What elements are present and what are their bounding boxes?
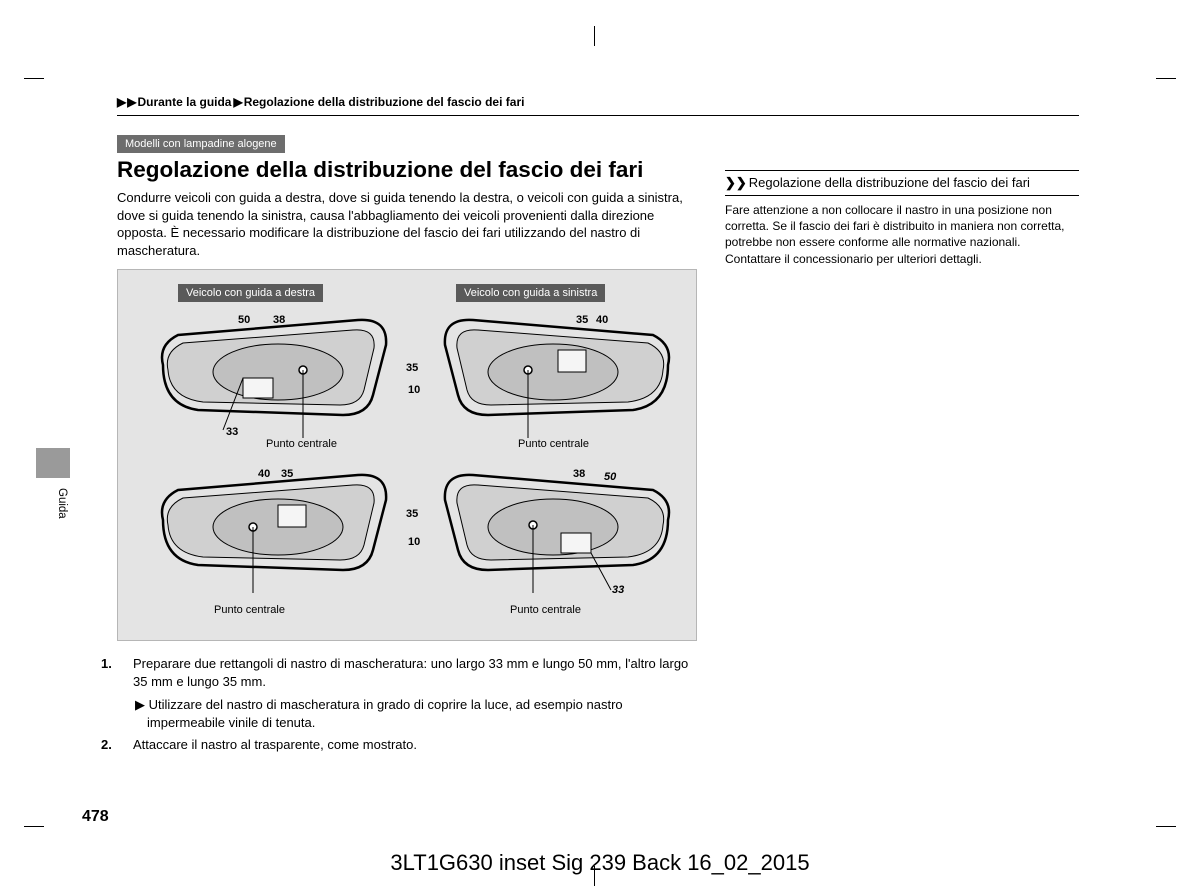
diagram-label-left-drive: Veicolo con guida a sinistra [456,284,605,302]
step-1-num: 1. [117,655,133,673]
breadcrumb-seg1: Durante la guida [137,95,231,109]
center-label-tl: Punto centrale [266,438,337,450]
breadcrumb-arrow-icon: ▶ [233,95,242,109]
breadcrumb-arrow-icon: ▶ [127,95,136,109]
dim-tr-d: 10 [408,384,420,396]
instruction-list: 1.Preparare due rettangoli di nastro di … [117,655,697,754]
side-note-title: Regolazione della distribuzione del fasc… [749,175,1030,190]
dim-br-b: 50 [604,471,616,483]
chevron-icon: ❯❯ [725,175,747,190]
dim-bl-c: 35 [406,508,418,520]
print-footer: 3LT1G630 inset Sig 239 Back 16_02_2015 [0,850,1200,876]
dim-bl-b: 35 [281,468,293,480]
headlight-shape-tl [148,310,398,440]
step-1-sub: ▶ Utilizzare del nastro di mascheratura … [117,696,697,732]
dim-tr-a: 35 [576,314,588,326]
side-tab [36,448,70,478]
breadcrumb: ▶▶Durante la guida▶Regolazione della dis… [117,95,1079,116]
headlight-shape-br [433,465,683,595]
breadcrumb-seg2: Regolazione della distribuzione del fasc… [244,95,525,109]
dim-tr-b: 40 [596,314,608,326]
headlight-shape-tr [433,310,683,440]
triangle-bullet-icon: ▶ [135,697,145,712]
diagram-label-right-drive: Veicolo con guida a destra [178,284,323,302]
model-badge: Modelli con lampadine alogene [117,135,285,153]
side-note-header: ❯❯Regolazione della distribuzione del fa… [725,170,1079,196]
dim-tr-c: 35 [406,362,418,374]
dim-tl-a: 50 [238,314,250,326]
dim-br-d: 33 [612,584,624,596]
side-column: ❯❯Regolazione della distribuzione del fa… [725,134,1079,758]
center-label-br: Punto centrale [510,604,581,616]
headlight-diagram: Veicolo con guida a destra Veicolo con g… [117,269,697,641]
dim-br-c: 10 [408,536,420,548]
dim-tl-b: 38 [273,314,285,326]
page-title: Regolazione della distribuzione del fasc… [117,157,697,183]
dim-bl-a: 40 [258,468,270,480]
step-2-num: 2. [117,736,133,754]
step-1-sub-text: Utilizzare del nastro di mascheratura in… [147,697,623,730]
step-2-text: Attaccare il nastro al trasparente, come… [133,737,417,752]
breadcrumb-arrow-icon: ▶ [117,95,126,109]
step-1: 1.Preparare due rettangoli di nastro di … [117,655,697,691]
intro-paragraph: Condurre veicoli con guida a destra, dov… [117,189,697,259]
headlight-shape-bl [148,465,398,595]
main-column: Modelli con lampadine alogene Regolazion… [117,134,697,758]
center-label-tr: Punto centrale [518,438,589,450]
dim-tl-c: 33 [226,426,238,438]
center-label-bl: Punto centrale [214,604,285,616]
page-content: ▶▶Durante la guida▶Regolazione della dis… [117,95,1079,758]
page-number: 478 [82,808,109,826]
side-tab-label: Guida [56,488,68,519]
side-note-body: Fare attenzione a non collocare il nastr… [725,196,1079,267]
step-2: 2.Attaccare il nastro al trasparente, co… [117,736,697,754]
dim-br-a: 38 [573,468,585,480]
step-1-text: Preparare due rettangoli di nastro di ma… [133,656,688,689]
